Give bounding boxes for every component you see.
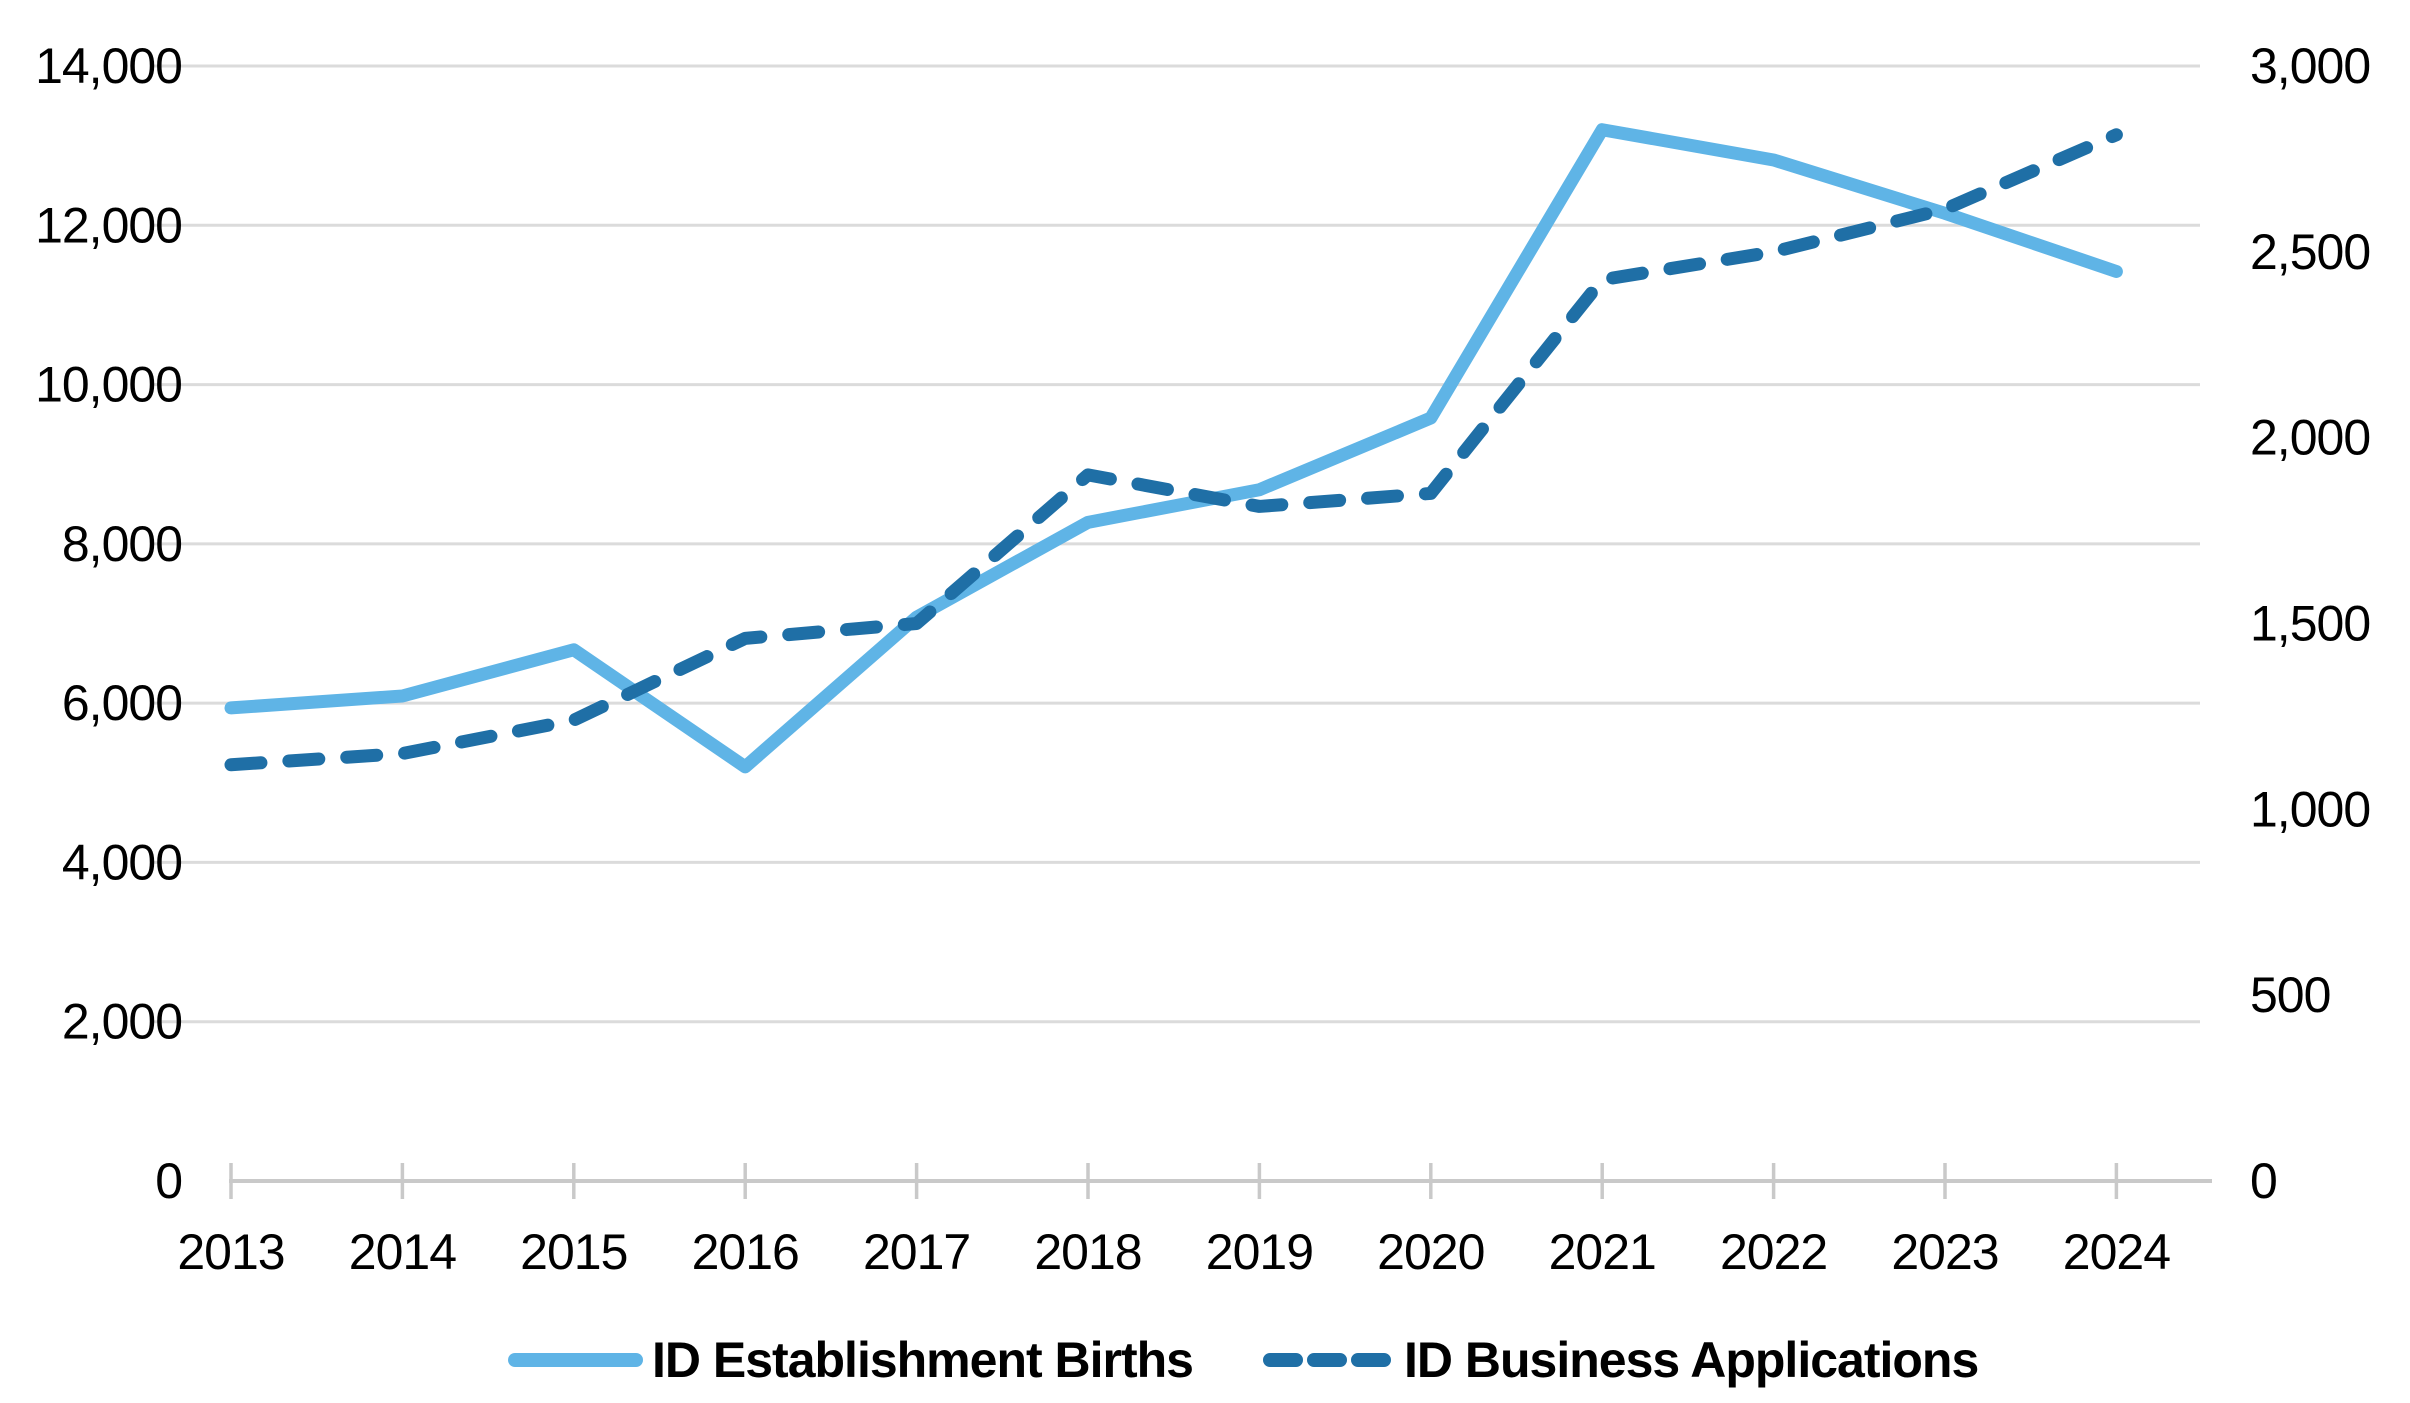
series-line-id-business-applications xyxy=(224,128,2123,772)
gridlines xyxy=(152,64,2200,1024)
y-axis-label-right: 1,000 xyxy=(2250,781,2370,837)
x-axis-label: 2020 xyxy=(1377,1224,1484,1280)
y-axis-label-right: 2,500 xyxy=(2250,224,2370,280)
y-axis-label-left: 12,000 xyxy=(35,197,182,253)
x-axis-label: 2016 xyxy=(692,1224,799,1280)
x-axis xyxy=(229,1163,2212,1199)
series-line-id-establishment-births xyxy=(224,123,2123,774)
y-axis-label-right: 0 xyxy=(2250,1153,2277,1209)
y-axis-label-left: 10,000 xyxy=(35,357,182,413)
y-axis-label-right: 3,000 xyxy=(2250,38,2370,94)
x-axis-label: 2015 xyxy=(520,1224,627,1280)
x-axis-label: 2017 xyxy=(863,1224,970,1280)
y-axis-label-right: 500 xyxy=(2250,967,2330,1023)
legend-label-business-applications: ID Business Applications xyxy=(1404,1332,1978,1388)
y-axis-label-right: 1,500 xyxy=(2250,596,2370,652)
y-axis-label-right: 2,000 xyxy=(2250,410,2370,466)
y-axis-label-left: 2,000 xyxy=(62,994,182,1050)
x-axis-label: 2024 xyxy=(2063,1224,2170,1280)
y-axis-label-left: 0 xyxy=(155,1153,182,1209)
x-axis-label: 2021 xyxy=(1549,1224,1656,1280)
y-axis-left-labels: 0 2,000 4,000 6,000 8,000 10,000 12,000 14,000 xyxy=(35,38,183,1209)
series-lines xyxy=(224,123,2123,774)
x-axis-label: 2018 xyxy=(1034,1224,1141,1280)
x-axis-label: 2022 xyxy=(1720,1224,1827,1280)
legend: ID Establishment Births ID Business Appl… xyxy=(508,1332,1979,1388)
y-axis-label-left: 8,000 xyxy=(62,516,182,572)
legend-label-establishment-births: ID Establishment Births xyxy=(652,1332,1193,1388)
y-axis-label-left: 14,000 xyxy=(35,38,182,94)
x-axis-label: 2013 xyxy=(177,1224,284,1280)
x-axis-label: 2014 xyxy=(349,1224,456,1280)
y-axis-right-labels: 0 500 1,000 1,500 2,000 2,500 3,000 xyxy=(2250,38,2371,1209)
x-axis-labels: 2013 2014 2015 2016 2017 2018 2019 2020 2021 2022… xyxy=(177,1224,2171,1280)
x-axis-label: 2019 xyxy=(1206,1224,1313,1280)
y-axis-label-left: 4,000 xyxy=(62,834,182,890)
x-axis-label: 2023 xyxy=(1891,1224,1998,1280)
y-axis-label-left: 6,000 xyxy=(62,675,182,731)
